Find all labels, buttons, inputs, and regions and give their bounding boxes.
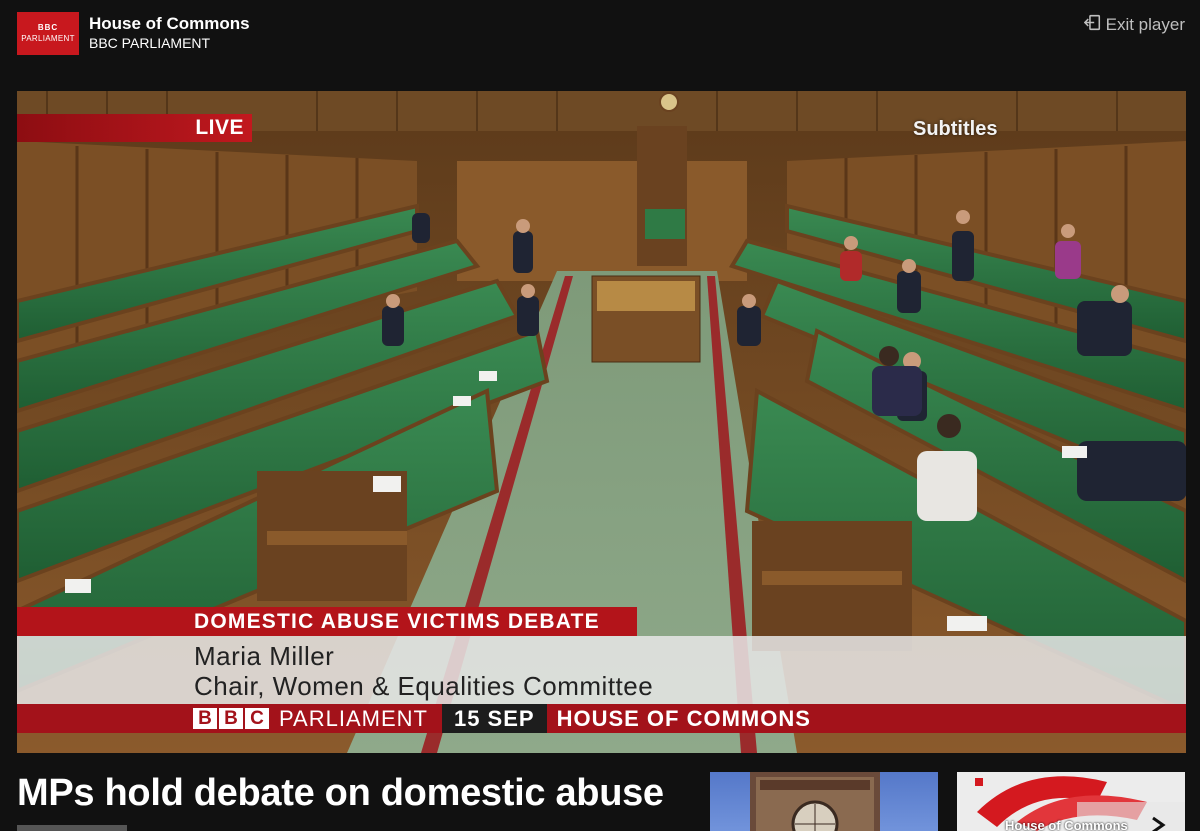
live-indicator: LIVE [17, 114, 252, 142]
story-headline: MPs hold debate on domestic abuse [17, 772, 664, 814]
headline-underline [17, 825, 127, 831]
channel-strip: B B C PARLIAMENT 15 SEP HOUSE OF COMMONS [17, 704, 1186, 733]
strip-date: 15 SEP [441, 704, 547, 733]
strip-channel: PARLIAMENT [279, 705, 428, 731]
bbc-letter: C [245, 708, 269, 729]
strip-location: HOUSE OF COMMONS [556, 705, 811, 731]
speaker-name: Maria Miller [194, 641, 335, 671]
live-label: LIVE [195, 116, 244, 139]
exit-player-label: Exit player [1105, 15, 1185, 34]
caption-heading-bar: DOMESTIC ABUSE VICTIMS DEBATE [17, 607, 637, 636]
caption-heading: DOMESTIC ABUSE VICTIMS DEBATE [194, 609, 600, 633]
big-ben-thumbnail[interactable] [710, 772, 938, 831]
thumbnail-label: House of Commons [1005, 818, 1128, 831]
exit-player-button[interactable]: Exit player [1083, 14, 1185, 36]
bbc-letter: B [193, 708, 217, 729]
parliament-logo-icon [975, 776, 1185, 831]
logo-line-2: PARLIAMENT [21, 34, 75, 43]
bbc-parliament-logo: BBC PARLIAMENT [17, 12, 79, 55]
subtitles-toggle[interactable]: Subtitles [913, 118, 998, 140]
channel-title: House of Commons [89, 14, 250, 33]
video-player[interactable]: LIVE Subtitles DOMESTIC ABUSE VICTIMS DE… [17, 91, 1186, 753]
exit-door-icon [1083, 14, 1101, 36]
player-header: BBC PARLIAMENT House of Commons BBC PARL… [0, 0, 1200, 80]
speaker-caption-panel: Maria Miller Chair, Women & Equalities C… [17, 636, 1186, 704]
logo-line-1: BBC [37, 23, 59, 32]
big-ben-icon [750, 772, 880, 831]
house-of-commons-thumbnail[interactable]: House of Commons [957, 772, 1185, 831]
channel-subtitle: BBC PARLIAMENT [89, 35, 211, 51]
bbc-block-logo: B B C [193, 708, 269, 729]
bbc-letter: B [219, 708, 243, 729]
speaker-role: Chair, Women & Equalities Committee [194, 671, 654, 701]
